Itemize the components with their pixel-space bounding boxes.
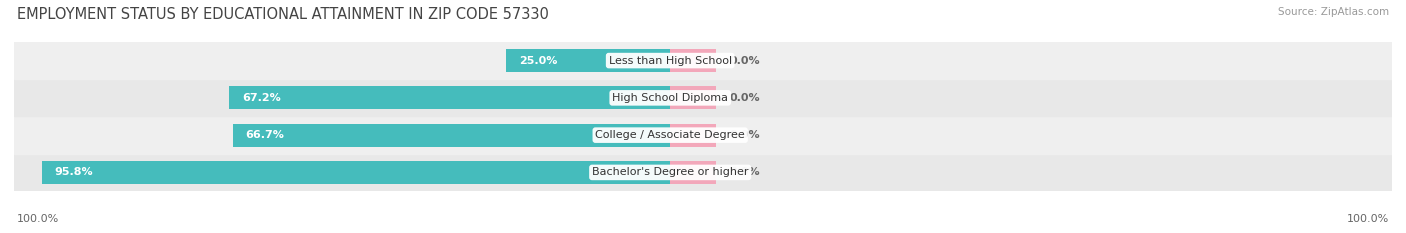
Text: 100.0%: 100.0% (1347, 214, 1389, 224)
Bar (14, 116, 1392, 154)
Bar (229, 86, 671, 110)
Bar (671, 49, 716, 72)
Bar (14, 79, 1392, 116)
Bar (14, 154, 1392, 191)
Text: 0.0%: 0.0% (730, 56, 759, 65)
Text: 0.0%: 0.0% (730, 93, 759, 103)
Text: 67.2%: 67.2% (242, 93, 281, 103)
Text: 100.0%: 100.0% (17, 214, 59, 224)
Bar (671, 161, 716, 184)
Bar (232, 123, 671, 147)
Bar (671, 123, 716, 147)
Text: College / Associate Degree: College / Associate Degree (595, 130, 745, 140)
Bar (42, 161, 671, 184)
Text: Bachelor's Degree or higher: Bachelor's Degree or higher (592, 168, 748, 177)
Text: 0.0%: 0.0% (730, 168, 759, 177)
Text: 95.8%: 95.8% (55, 168, 93, 177)
Bar (14, 42, 1392, 79)
Text: High School Diploma: High School Diploma (612, 93, 728, 103)
Text: Source: ZipAtlas.com: Source: ZipAtlas.com (1278, 7, 1389, 17)
Text: EMPLOYMENT STATUS BY EDUCATIONAL ATTAINMENT IN ZIP CODE 57330: EMPLOYMENT STATUS BY EDUCATIONAL ATTAINM… (17, 7, 548, 22)
Bar (671, 86, 716, 110)
Text: 66.7%: 66.7% (246, 130, 284, 140)
Text: 0.0%: 0.0% (730, 130, 759, 140)
Bar (506, 49, 671, 72)
Text: Less than High School: Less than High School (609, 56, 731, 65)
Text: 25.0%: 25.0% (519, 56, 558, 65)
